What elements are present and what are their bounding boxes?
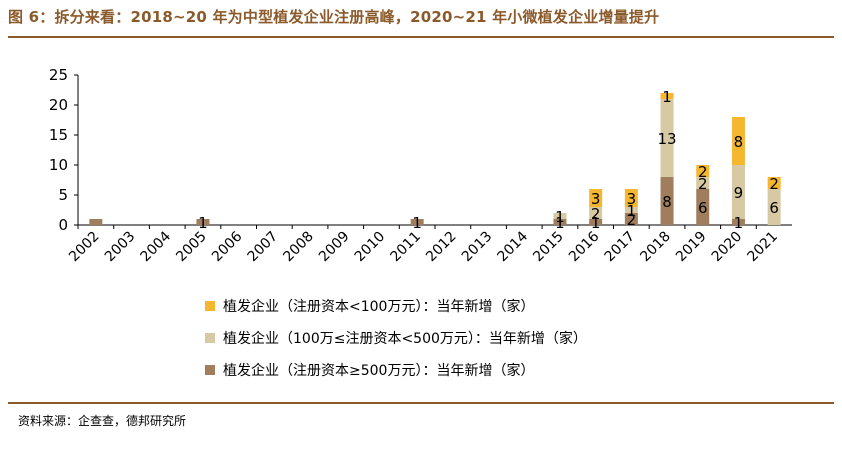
data-label: 8 (662, 193, 672, 211)
x-tick-label: 2010 (352, 229, 389, 266)
legend-item-medium: 植发企业（100万≤注册资本<500万元）：当年新增（家） (205, 327, 587, 349)
bar-segment (89, 219, 103, 225)
x-tick-label: 2005 (173, 229, 210, 266)
x-tick-label: 2003 (102, 229, 139, 266)
y-tick-label: 5 (58, 186, 68, 204)
bar-segment (731, 219, 745, 225)
bar-segment (553, 219, 567, 225)
source-note: 资料来源：企查查，德邦研究所 (18, 414, 187, 428)
bar-segment (767, 177, 781, 189)
x-tick-label: 2007 (245, 229, 282, 266)
title-divider (8, 36, 834, 38)
x-tick-label: 2017 (602, 229, 639, 266)
x-tick-label: 2006 (209, 228, 246, 265)
x-tick-label: 2016 (566, 228, 603, 265)
legend-label-medium: 植发企业（100万≤注册资本<500万元）：当年新增（家） (223, 331, 587, 347)
legend-label-small: 植发企业（注册资本<100万元）：当年新增（家） (223, 299, 535, 315)
bar-segment (660, 177, 674, 225)
legend-item-small: 植发企业（注册资本<100万元）：当年新增（家） (205, 295, 587, 317)
x-tick-label: 2002 (66, 229, 103, 266)
x-tick-label: 2015 (530, 229, 567, 266)
data-label: 1 (555, 208, 565, 226)
data-label: 2 (591, 205, 601, 223)
bar-segment (410, 219, 424, 225)
data-label: 1 (555, 214, 565, 232)
bar-segment (196, 219, 210, 225)
legend-swatch-large (205, 365, 215, 375)
x-tick-label: 2009 (316, 229, 353, 266)
data-label: 9 (734, 184, 744, 202)
footer-divider (8, 402, 834, 404)
data-label: 3 (627, 190, 637, 208)
x-tick-label: 2020 (709, 229, 746, 266)
data-label: 6 (698, 199, 708, 217)
bar-segment (624, 189, 638, 207)
x-tick-label: 2011 (387, 229, 424, 266)
data-label: 1 (627, 202, 637, 220)
x-tick-label: 2013 (459, 229, 496, 266)
data-label: 1 (734, 214, 744, 232)
chart-title: 图 6：拆分来看：2018~20 年为中型植发企业注册高峰，2020~21 年小… (8, 8, 660, 26)
data-label: 6 (769, 199, 779, 217)
data-label: 2 (627, 211, 637, 229)
x-tick-label: 2004 (138, 228, 175, 265)
chart-legend: 植发企业（注册资本<100万元）：当年新增（家） 植发企业（100万≤注册资本<… (205, 295, 587, 391)
bar-segment (696, 165, 710, 177)
bar-segment (731, 117, 745, 165)
y-tick-label: 20 (49, 96, 68, 114)
data-label: 1 (412, 214, 422, 232)
data-label: 1 (662, 88, 672, 106)
bar-segment (624, 213, 638, 225)
x-tick-label: 2008 (280, 229, 317, 266)
data-label: 2 (769, 175, 779, 193)
x-tick-label: 2018 (637, 229, 674, 266)
x-tick-label: 2014 (495, 228, 532, 265)
y-tick-label: 0 (58, 216, 68, 234)
bar-segment (589, 189, 603, 207)
x-tick-label: 2012 (423, 229, 460, 266)
bar-segment (553, 213, 567, 219)
bar-segment (660, 99, 674, 177)
data-label: 13 (658, 130, 677, 148)
bar-segment (589, 219, 603, 225)
x-tick-label: 2021 (744, 229, 781, 266)
data-label: 3 (591, 190, 601, 208)
bar-segment (624, 207, 638, 213)
bar-segment (696, 177, 710, 189)
bar-segment (696, 189, 710, 225)
data-label: 2 (698, 175, 708, 193)
data-label: 1 (591, 214, 601, 232)
bar-segment (731, 165, 745, 219)
x-tick-label: 2019 (673, 229, 710, 266)
y-tick-label: 25 (49, 66, 68, 84)
bar-segment (589, 207, 603, 219)
data-label: 1 (198, 214, 208, 232)
legend-item-large: 植发企业（注册资本≥500万元）：当年新增（家） (205, 359, 587, 381)
bar-segment (767, 189, 781, 225)
legend-swatch-medium (205, 333, 215, 343)
data-label: 2 (698, 163, 708, 181)
legend-swatch-small (205, 301, 215, 311)
y-tick-label: 10 (49, 156, 68, 174)
bar-segment (660, 93, 674, 99)
legend-label-large: 植发企业（注册资本≥500万元）：当年新增（家） (223, 363, 535, 379)
data-label: 8 (734, 133, 744, 151)
y-tick-label: 15 (49, 126, 68, 144)
